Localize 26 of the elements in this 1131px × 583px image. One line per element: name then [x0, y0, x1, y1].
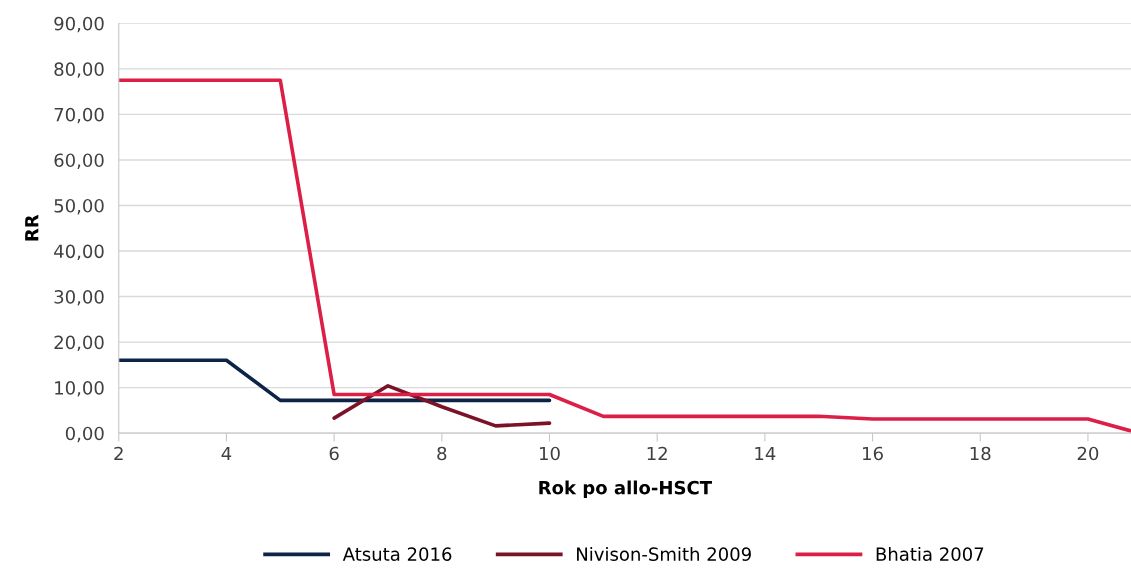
- y-tick-label: 60,00: [54, 153, 104, 169]
- y-tick-label: 50,00: [54, 198, 104, 215]
- x-axis-title: Rok po allo-HSCT: [539, 480, 712, 498]
- y-tick-label: 10,00: [55, 381, 104, 397]
- x-tick-label: 18: [970, 446, 991, 461]
- y-tick-label: 40,00: [54, 244, 104, 260]
- x-tick-label: 8: [437, 446, 447, 461]
- x-tick-label: 12: [647, 446, 667, 461]
- x-tick-label: 20: [1077, 446, 1099, 461]
- legend-label: Bhatia 2007: [876, 546, 984, 561]
- legend-label: Nivison-Smith 2009: [577, 546, 751, 561]
- x-tick-label: 6: [329, 446, 339, 461]
- legend-label: Atsuta 2016: [342, 547, 452, 561]
- x-tick-label: 10: [539, 446, 560, 461]
- x-tick-label: 14: [755, 446, 776, 461]
- y-tick-label: 80,00: [54, 62, 104, 78]
- x-tick-label: 2: [114, 446, 123, 461]
- x-tick-label: 4: [221, 446, 232, 461]
- y-tick-label: 20,00: [54, 335, 104, 352]
- y-tick-label: 0,00: [65, 426, 104, 443]
- y-tick-label: 30,00: [54, 290, 104, 306]
- y-tick-label: 70,00: [54, 107, 104, 124]
- x-tick-label: 16: [863, 446, 883, 461]
- y-axis-title: RR: [25, 214, 39, 241]
- y-tick-label: 90,00: [54, 16, 104, 33]
- line-series: [332, 384, 552, 428]
